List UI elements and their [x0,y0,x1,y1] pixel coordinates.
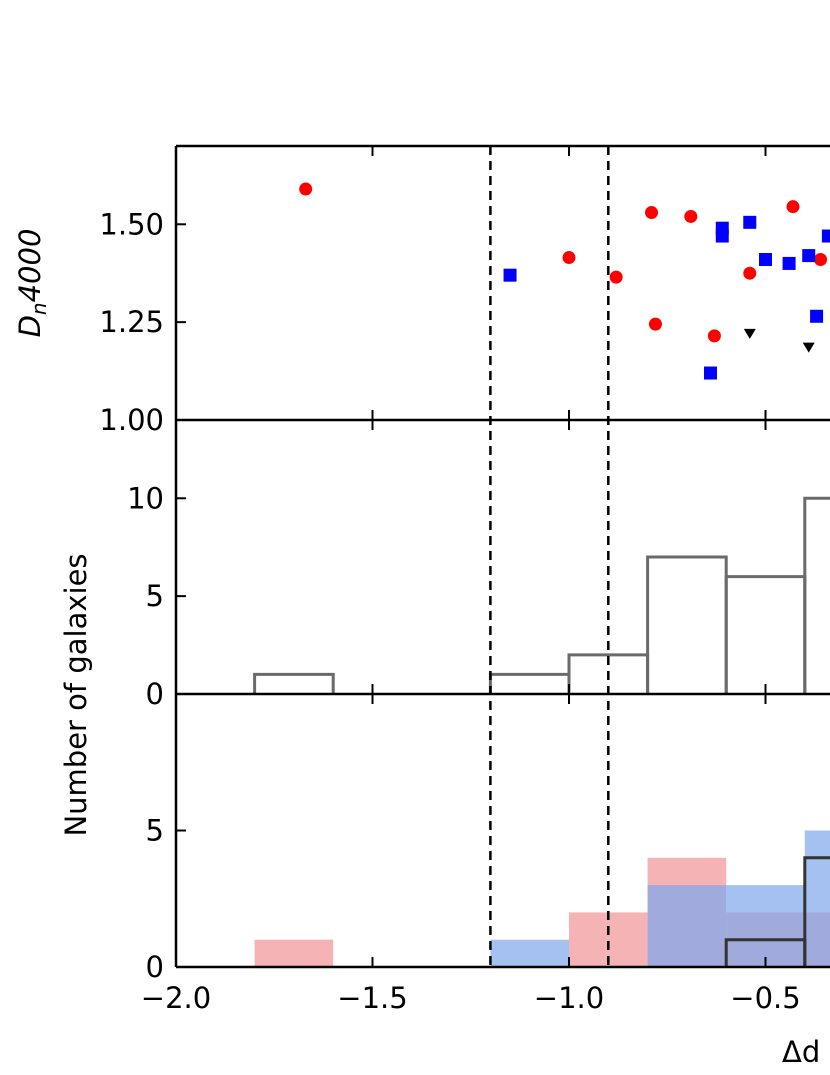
scatter-point-circle-0 [299,182,313,196]
scatter-point-square-6 [782,256,796,270]
reference-lines-layer [489,146,610,967]
top-y-tick-label-0: 1.00 [99,403,164,437]
scatter-point-circle-5 [684,209,698,223]
histogram-bar-0-0 [254,939,334,967]
scatter-point-square-7 [802,249,816,263]
x-tick-label-2: −1.0 [534,981,604,1015]
scatter-point-square-8 [810,309,824,323]
scatter-point-circle-9 [814,253,828,267]
histogram-bars-layer [253,496,830,967]
axes-layer: −2.0 −1.5 −1.0 −0.5 1.00 1.25 1.50 0 5 10 0 5 [99,144,830,1015]
histogram-step-all-0 [253,672,335,694]
middle-y-tick-label-0: 0 [146,677,164,711]
scatter-point-square-0 [503,268,517,282]
histogram-bar-1-0 [490,939,569,967]
top-y-tick-label-2: 1.50 [99,207,164,241]
histogram-bar-1-2 [726,885,805,967]
scatter-point-circle-4 [648,317,662,331]
scatter-point-circle-7 [743,266,757,280]
top-y-tick-label-1: 1.25 [99,305,164,339]
x-tick-label-0: −2.0 [141,981,211,1015]
y-axis-title-shared: Number of galaxies [59,553,93,836]
scatter-point-circle-8 [786,200,800,214]
scatter-point-square-1 [703,366,717,380]
histogram-step-2-1 [803,856,830,967]
scatter-point-circle-3 [645,206,659,220]
histogram-bar-1-1 [647,885,727,967]
scatter-point-circle-2 [609,270,623,284]
histogram-step-all-3 [646,555,728,694]
scatter-point-square-9 [821,229,830,243]
scatter-point-triangle-1 [802,342,815,353]
bottom-y-tick-label-1: 5 [146,814,164,848]
x-tick-label-3: −0.5 [730,981,800,1015]
y-axis-title-top: Dn4000 [13,229,51,338]
histogram-step-all-5 [803,496,830,694]
scatter-point-square-4 [743,215,757,229]
bottom-y-tick-label-0: 0 [146,950,164,984]
middle-y-tick-label-2: 10 [127,481,164,515]
scatter-markers-layer [299,182,830,380]
x-axis-title: Δd [782,1035,820,1069]
histogram-step-all-1 [488,672,571,694]
x-tick-label-1: −1.5 [337,981,407,1015]
histogram-bar-1-3 [804,830,830,967]
middle-y-tick-label-1: 5 [146,579,164,613]
scatter-point-square-5 [759,253,772,267]
scatter-point-triangle-0 [743,328,756,339]
scatter-point-circle-1 [562,251,576,265]
scatter-point-circle-6 [707,329,721,343]
scatter-point-square-3 [715,229,729,243]
histogram-step-all-4 [724,575,807,694]
